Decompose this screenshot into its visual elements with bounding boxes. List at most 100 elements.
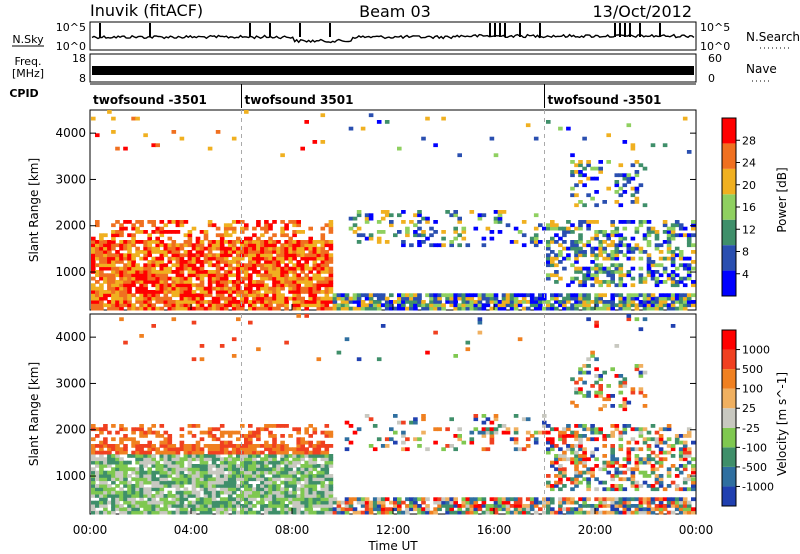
echo-cell xyxy=(654,300,660,304)
echo-cell xyxy=(505,497,511,502)
echo-cell xyxy=(195,270,201,274)
echo-cell xyxy=(666,243,672,248)
echo-cell xyxy=(473,504,479,508)
echo-cell xyxy=(107,110,112,114)
echo-cell xyxy=(288,507,293,512)
echo-cell xyxy=(107,243,112,248)
echo-cell xyxy=(272,494,277,498)
echo-cell xyxy=(501,430,507,435)
echo-cell xyxy=(546,306,551,311)
echo-cell xyxy=(139,484,144,488)
echo-cell xyxy=(91,450,96,455)
echo-cell xyxy=(191,444,197,448)
echo-cell xyxy=(533,306,539,311)
echo-cell xyxy=(219,440,225,445)
echo-cell xyxy=(143,280,148,284)
echo-cell xyxy=(256,250,261,254)
echo-cell xyxy=(546,223,551,228)
echo-cell xyxy=(542,424,547,428)
echo-cell xyxy=(296,450,301,455)
echo-cell xyxy=(252,444,257,448)
echo-cell xyxy=(626,510,632,515)
echo-cell xyxy=(260,273,265,278)
echo-cell xyxy=(207,280,213,284)
echo-cell xyxy=(425,293,430,298)
echo-cell xyxy=(356,497,362,502)
echo-cell xyxy=(578,447,583,452)
echo-cell xyxy=(207,256,213,261)
cpid-segment-label: twofsound -3501 xyxy=(93,93,207,107)
echo-cell xyxy=(103,507,108,512)
echo-cell xyxy=(179,243,185,248)
echo-cell xyxy=(280,266,285,271)
echo-cell xyxy=(380,507,386,512)
x-tick-label: 00:00 xyxy=(679,523,714,537)
echo-cell xyxy=(437,500,442,505)
echo-cell xyxy=(159,507,165,512)
echo-cell xyxy=(284,253,289,258)
echo-cell xyxy=(268,424,273,428)
echo-cell xyxy=(139,487,144,492)
echo-cell xyxy=(127,467,132,472)
echo-cell xyxy=(610,223,615,228)
echo-cell xyxy=(103,273,108,278)
echo-cell xyxy=(554,263,559,268)
echo-cell xyxy=(175,290,181,294)
echo-cell xyxy=(215,280,221,284)
echo-cell xyxy=(594,394,599,398)
echo-cell xyxy=(292,276,297,281)
echo-cell xyxy=(223,490,229,495)
echo-cell xyxy=(284,280,289,284)
echo-cell xyxy=(264,243,269,248)
echo-cell xyxy=(590,250,595,254)
echo-cell xyxy=(268,487,273,492)
echo-cell xyxy=(284,504,289,508)
echo-cell xyxy=(119,243,124,248)
echo-cell xyxy=(199,243,205,248)
echo-cell xyxy=(95,504,100,508)
echo-cell xyxy=(296,293,301,298)
echo-cell xyxy=(219,480,225,485)
echo-cell xyxy=(658,250,664,254)
echo-cell xyxy=(678,293,684,298)
echo-cell xyxy=(670,303,676,308)
echo-cell xyxy=(393,497,398,502)
echo-cell xyxy=(111,240,116,244)
echo-cell xyxy=(272,507,277,512)
echo-cell xyxy=(562,226,567,231)
echo-cell xyxy=(91,444,96,448)
echo-cell xyxy=(686,263,692,268)
echo-cell xyxy=(678,507,684,512)
echo-cell xyxy=(147,467,152,472)
echo-cell xyxy=(670,253,676,258)
echo-cell xyxy=(642,306,648,311)
echo-cell xyxy=(179,263,185,268)
echo-cell xyxy=(610,293,615,298)
echo-cell xyxy=(489,300,495,304)
echo-cell xyxy=(320,510,326,515)
echo-cell xyxy=(691,266,696,271)
echo-cell xyxy=(131,240,136,244)
echo-cell xyxy=(175,480,181,485)
echo-cell xyxy=(316,296,322,301)
echo-cell xyxy=(682,233,688,238)
echo-cell xyxy=(473,417,479,422)
echo-cell xyxy=(594,296,599,301)
echo-cell xyxy=(183,504,189,508)
echo-cell xyxy=(123,296,128,301)
echo-cell xyxy=(223,253,229,258)
echo-cell xyxy=(642,303,648,308)
echo-cell xyxy=(328,266,334,271)
echo-cell xyxy=(256,467,261,472)
echo-cell xyxy=(276,280,281,284)
echo-cell xyxy=(525,507,531,512)
echo-cell xyxy=(268,236,273,241)
echo-cell xyxy=(300,464,305,468)
echo-cell xyxy=(103,440,108,445)
echo-cell xyxy=(203,236,209,241)
echo-cell xyxy=(691,464,696,468)
echo-cell xyxy=(288,480,293,485)
echo-cell xyxy=(393,500,398,505)
echo-cell xyxy=(686,434,692,438)
echo-cell xyxy=(115,230,120,234)
